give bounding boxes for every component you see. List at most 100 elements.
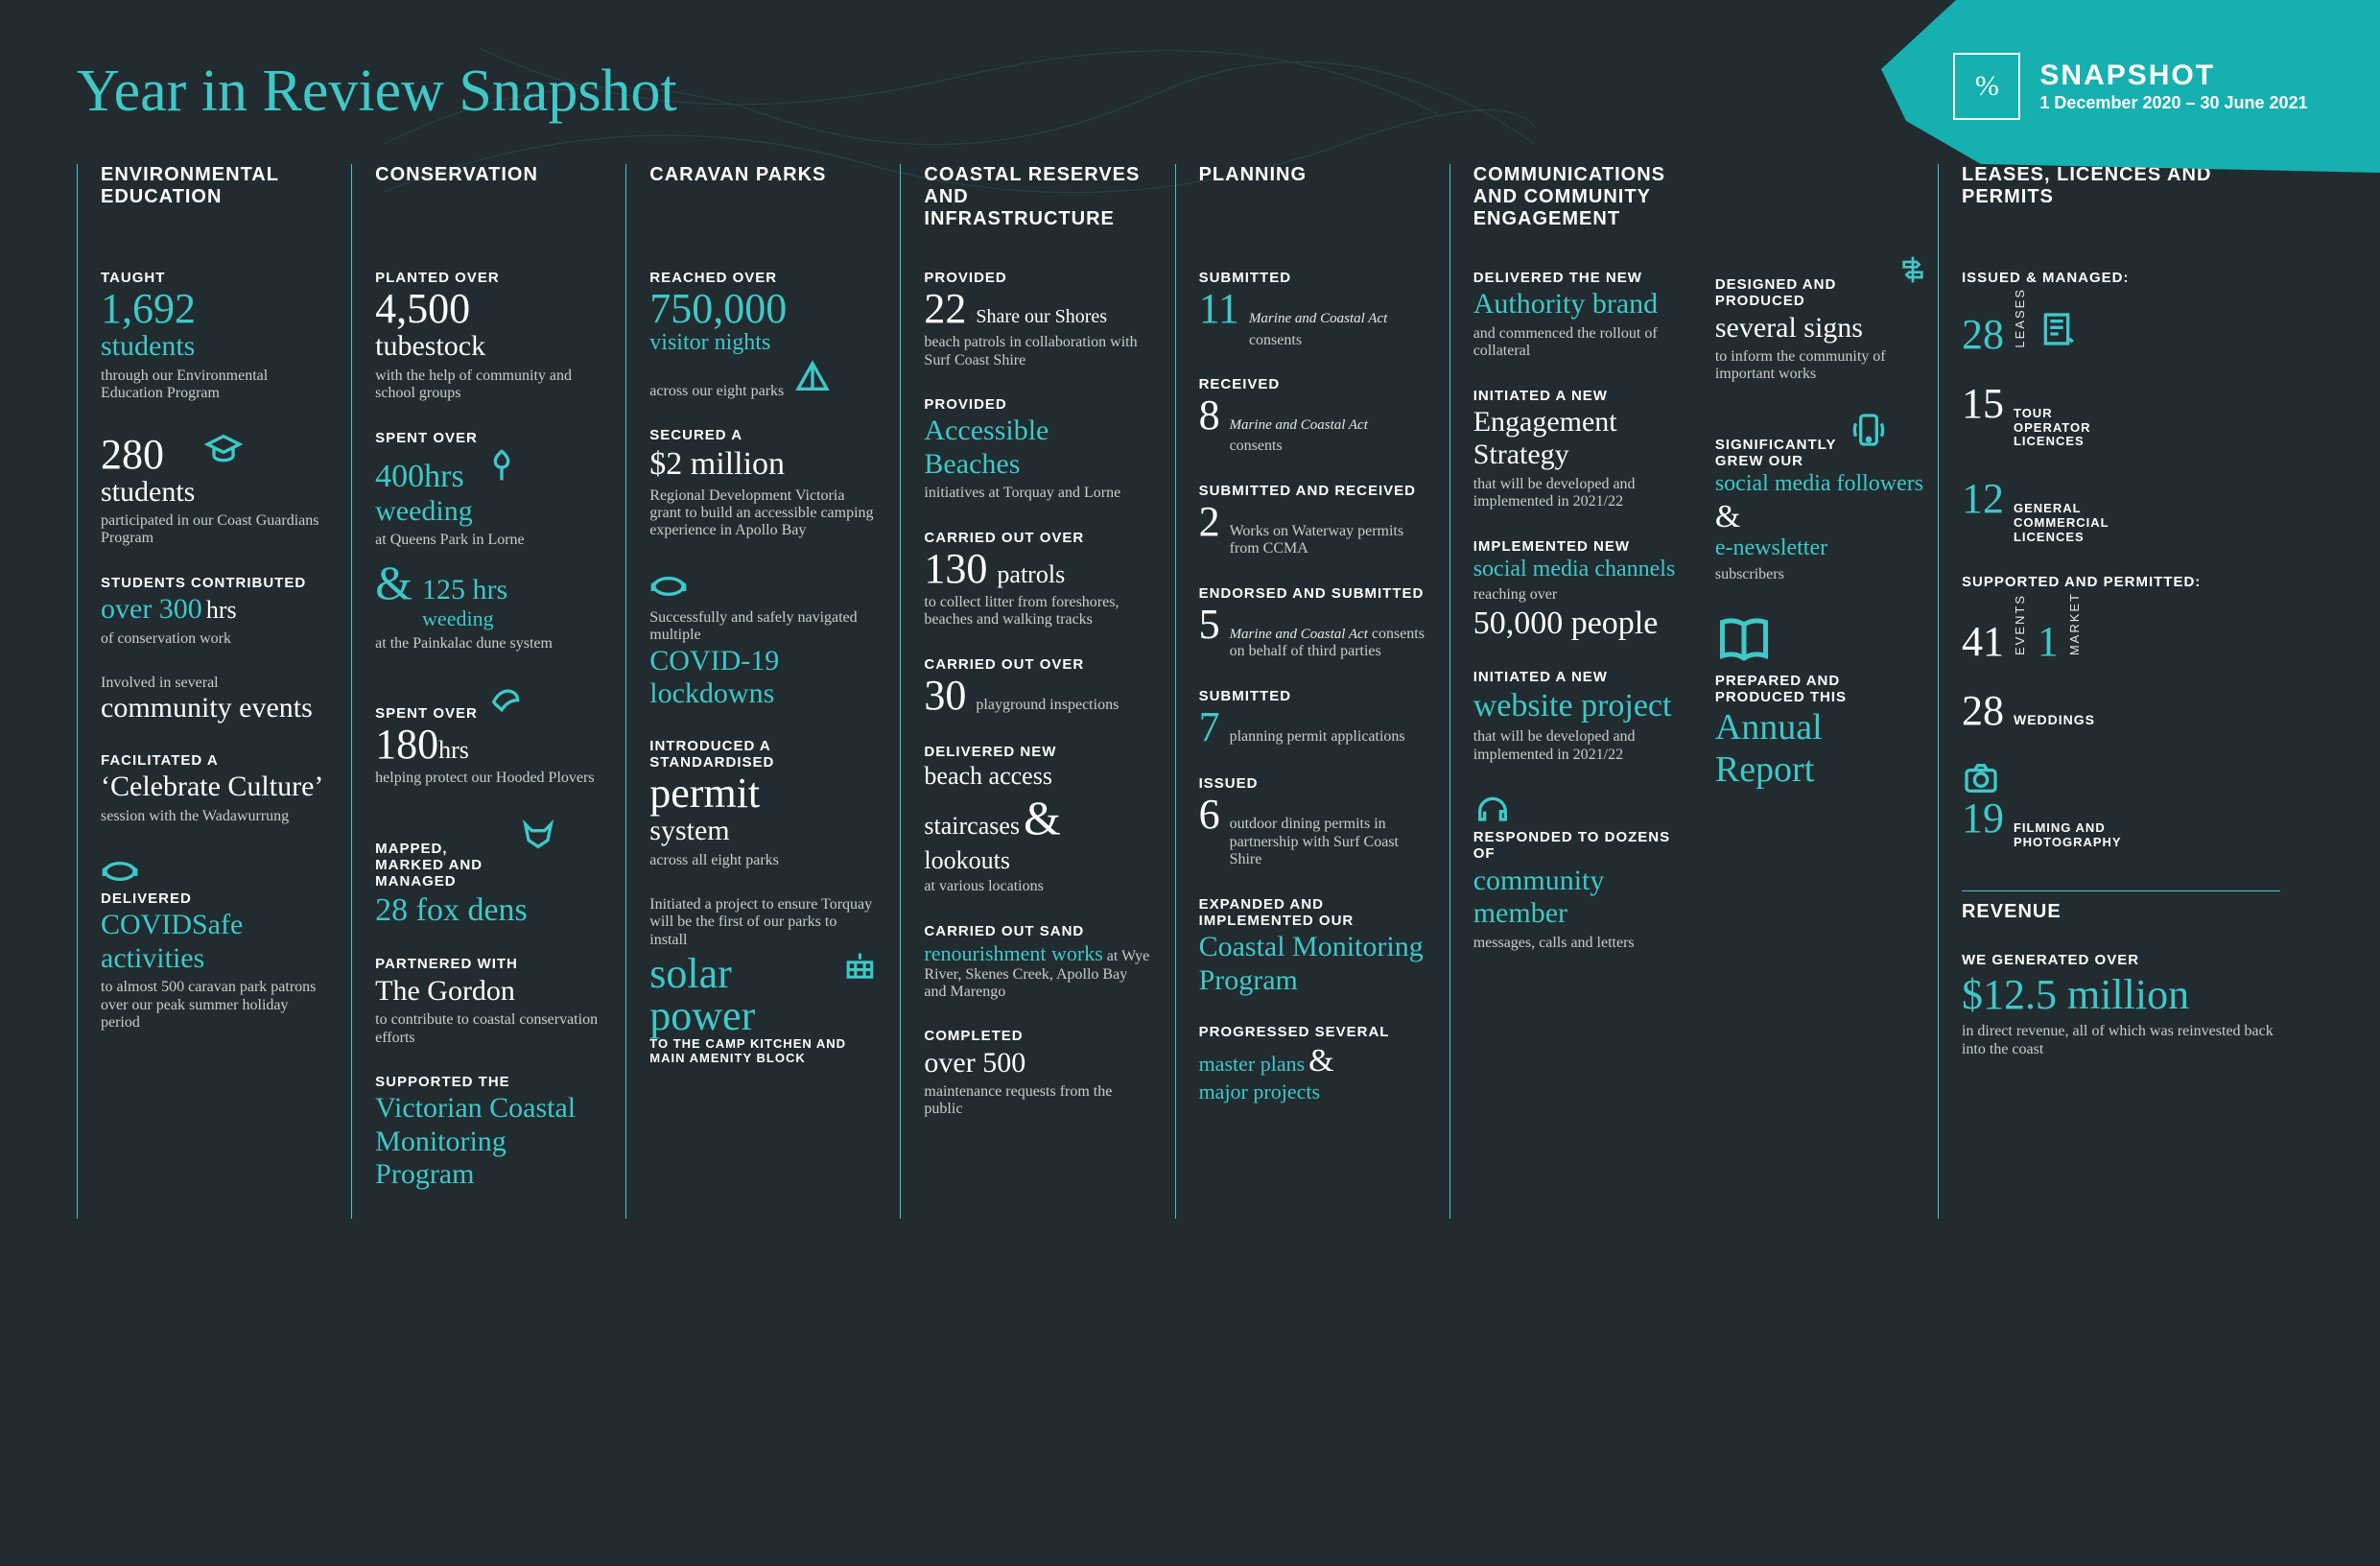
stat-value: COVIDSafe activities — [101, 909, 328, 975]
stat-label: PROVIDED — [924, 396, 1151, 413]
stat-sub: session with the Wadawurrung — [101, 808, 328, 825]
stat-label: CARRIED OUT OVER — [924, 530, 1151, 546]
stat-label: PREPARED AND PRODUCED THIS — [1715, 673, 1928, 706]
stat-item: SIGNIFICANTLY GREW OUR social media foll… — [1715, 411, 1928, 583]
stat-item: FACILITATED A ‘Celebrate Culture’ sessio… — [101, 752, 328, 825]
stat-sub: that will be developed and implemented i… — [1473, 728, 1686, 764]
tent-icon — [793, 357, 832, 395]
stat-label: SUBMITTED — [1199, 270, 1426, 286]
stat-item: COMPLETED over 500 maintenance requests … — [924, 1028, 1151, 1119]
document-icon — [2038, 310, 2076, 348]
stat-value: 400hrs — [375, 459, 464, 494]
stat-item: SUBMITTED 7 planning permit applications — [1199, 688, 1426, 748]
badge-icon: % — [1953, 53, 2020, 120]
stat-value: $12.5 million — [1962, 971, 2280, 1020]
stat-value: 280 — [101, 434, 195, 476]
stat-item: RESPONDED TO DOZENS OF community member … — [1473, 829, 1686, 952]
stat-value: solar power — [649, 953, 832, 1037]
stat-label: SUBMITTED — [1199, 688, 1426, 704]
stat-item: 41 EVENTS 1 MARKET — [1962, 592, 2280, 663]
stat-value: Authority brand — [1473, 288, 1686, 321]
stat-sub: across all eight parks — [649, 852, 877, 869]
stat-label: DELIVERED — [101, 890, 328, 907]
col-header: LEASES, LICENCES AND PERMITS — [1962, 164, 2280, 231]
stat-item: DELIVERED COVIDSafe activities to almost… — [101, 890, 328, 1032]
col-comms: COMMUNICATIONS AND COMMUNITY ENGAGEMENT … — [1449, 164, 1938, 1219]
mask-icon — [101, 852, 139, 890]
stat-value: ‘Celebrate Culture’ — [101, 771, 328, 804]
stat-unit: weeding — [375, 495, 473, 529]
stat-sub: consents — [1249, 332, 1387, 349]
stat-item: DELIVERED THE NEW Authority brand and co… — [1473, 270, 1686, 361]
stat-unit: TOUR OPERATOR LICENCES — [2014, 407, 2129, 450]
stat-value: 28 — [1962, 314, 2004, 356]
stat-sub: to contribute to coastal conservation ef… — [375, 1011, 602, 1047]
stat-label: RECEIVED — [1199, 376, 1426, 392]
stat-value: 19 — [1962, 797, 2004, 840]
stat-item: WE GENERATED OVER $12.5 million in direc… — [1962, 952, 2280, 1058]
stat-unit: lookouts — [924, 846, 1151, 875]
stat-label: DESIGNED AND PRODUCED — [1715, 276, 1888, 310]
stat-sub: initiatives at Torquay and Lorne — [924, 485, 1151, 502]
stat-sub: Works on Waterway permits from CCMA — [1230, 523, 1426, 558]
stat-item: Initiated a project to ensure Torquay wi… — [649, 896, 877, 1066]
stat-unit: GENERAL COMMERCIAL LICENCES — [2014, 502, 2129, 545]
issued-label: ISSUED & MANAGED: — [1962, 270, 2280, 286]
stat-label: SPENT OVER — [375, 705, 478, 722]
stat-value: 28 — [1962, 690, 2004, 732]
stat-item: REACHED OVER 750,000 visitor nights acro… — [649, 270, 877, 400]
stat-value: Annual Report — [1715, 707, 1928, 791]
stat-label: SPENT OVER — [375, 430, 602, 446]
stat-value: 50,000 people — [1473, 605, 1686, 642]
stat-sub: planning permit applications — [1230, 728, 1405, 746]
stat-label: MAPPED, MARKED AND MANAGED — [375, 841, 509, 890]
stat-sub: TO THE CAMP KITCHEN AND MAIN AMENITY BLO… — [649, 1037, 877, 1066]
stat-label: INTRODUCED A STANDARDISED — [649, 738, 877, 771]
ampersand: & — [1715, 499, 1740, 534]
stat-label: SIGNIFICANTLY GREW OUR — [1715, 437, 1840, 470]
stat-sub: Regional Development Victoria grant to b… — [649, 487, 877, 540]
stat-label: STUDENTS CONTRIBUTED — [101, 575, 328, 591]
col-header: CARAVAN PARKS — [649, 164, 877, 231]
stat-label: SUPPORTED THE — [375, 1074, 602, 1090]
stat-value: Victorian Coastal Monitoring Program — [375, 1092, 602, 1192]
stat-value: social media channels — [1473, 557, 1686, 583]
stat-value: Accessible Beaches — [924, 415, 1151, 481]
stat-value: 2 — [1199, 501, 1220, 543]
headset-icon — [1473, 791, 1512, 829]
stat-item: INITIATED A NEW Engagement Strategy that… — [1473, 388, 1686, 511]
col-header: COMMUNICATIONS AND COMMUNITY ENGAGEMENT — [1473, 164, 1686, 231]
stat-item: PREPARED AND PRODUCED THIS Annual Report — [1715, 673, 1928, 792]
phone-icon — [1850, 411, 1888, 449]
stat-label: FACILITATED A — [101, 752, 328, 769]
stat-item: TAUGHT 1,692 students through our Enviro… — [101, 270, 328, 403]
stat-label: SUBMITTED AND RECEIVED — [1199, 483, 1426, 499]
ampersand: & — [1308, 1043, 1333, 1079]
stat-sub: consents — [1230, 438, 1368, 455]
stat-sub: maintenance requests from the public — [924, 1083, 1151, 1119]
stat-value: master plans — [1199, 1052, 1306, 1076]
stat-value: The Gordon — [375, 975, 602, 1008]
stat-item: SECURED A $2 million Regional Developmen… — [649, 427, 877, 540]
stat-sub: to collect litter from foreshores, beach… — [924, 594, 1151, 629]
stat-label: SECURED A — [649, 427, 877, 443]
stat-value: Engagement Strategy — [1473, 406, 1686, 472]
stat-sub: at the Painkalac dune system — [375, 635, 602, 652]
book-icon — [1715, 610, 1773, 668]
stat-sub: helping protect our Hooded Plovers — [375, 770, 602, 787]
stat-item: PROGRESSED SEVERAL master plans & major … — [1199, 1024, 1426, 1104]
stat-item: PROVIDED Accessible Beaches initiatives … — [924, 396, 1151, 503]
stat-sub: that will be developed and implemented i… — [1473, 476, 1686, 511]
ampersand: & — [1024, 791, 1061, 844]
graduation-icon — [204, 430, 243, 468]
stat-value: 180 — [375, 721, 438, 768]
stat-sub: across our eight parks — [649, 383, 784, 400]
stat-value: 28 fox dens — [375, 892, 528, 928]
stat-label: IMPLEMENTED NEW — [1473, 538, 1686, 555]
stat-item: CARRIED OUT SAND renourishment works at … — [924, 923, 1151, 1001]
stat-label: CARRIED OUT SAND — [924, 923, 1151, 939]
stat-item: Involved in several community events — [101, 675, 328, 725]
stat-sub: messages, calls and letters — [1473, 935, 1686, 952]
col-header: PLANNING — [1199, 164, 1426, 231]
stat-unit: students — [101, 476, 195, 510]
